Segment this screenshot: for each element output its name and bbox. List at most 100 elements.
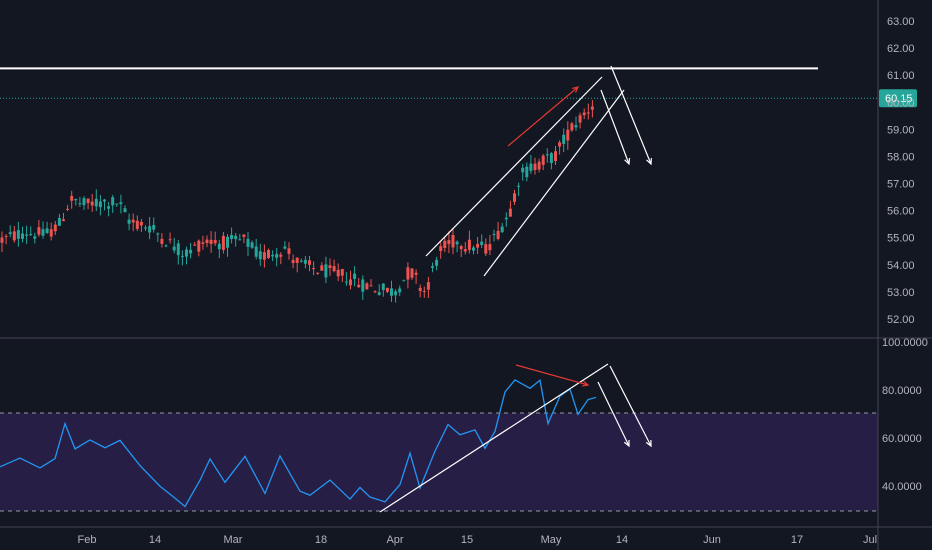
candle-body — [82, 198, 86, 206]
time-axis-tick-label: Jul — [863, 534, 877, 546]
candle-body — [283, 246, 287, 249]
time-axis-tick-label: 18 — [315, 534, 327, 546]
candle-body — [303, 259, 307, 264]
candle-body — [422, 291, 426, 293]
candle-body — [349, 279, 352, 286]
candle-body — [254, 246, 258, 257]
candle-body — [324, 264, 328, 278]
time-axis-tick-label: Apr — [386, 534, 403, 546]
candle-body — [476, 243, 480, 248]
candle-body — [521, 167, 525, 173]
candle-body — [279, 254, 283, 257]
candle-body — [570, 123, 574, 131]
candle-body — [418, 287, 422, 292]
candle-body — [193, 244, 197, 246]
price-axis-tick-label: 59.00 — [887, 124, 915, 136]
price-axis-tick-label: 55.00 — [887, 233, 915, 245]
candle-body — [0, 237, 4, 243]
candle-body — [16, 230, 20, 239]
candle-body — [353, 273, 357, 279]
candle-body — [127, 219, 131, 224]
price-projection-arrow-2 — [600, 89, 630, 165]
candle-body — [578, 115, 582, 123]
rsi-projection-arrowhead-2 — [623, 439, 630, 448]
candle-body — [513, 193, 516, 202]
candle-body — [406, 267, 410, 280]
candle-body — [373, 291, 377, 293]
candle-body — [316, 272, 320, 274]
rsi-axis: 40.0000 60.0000 80.0000 100.0000 — [882, 337, 928, 493]
candle-body — [152, 225, 156, 230]
candle-body — [98, 201, 102, 208]
candle-body — [525, 166, 529, 178]
candle-body — [287, 248, 291, 254]
candle-body — [574, 125, 578, 128]
time-axis-tick-label: May — [541, 534, 562, 546]
candle-body — [377, 292, 381, 295]
time-axis-tick-label: Mar — [224, 534, 243, 546]
candle-body — [234, 235, 238, 240]
candle-body — [361, 279, 365, 292]
candle-body — [86, 198, 90, 204]
candle-body — [164, 245, 168, 247]
candle-body — [484, 244, 488, 254]
candle-body — [394, 291, 398, 296]
candle-body — [4, 235, 8, 237]
candle-body — [12, 231, 16, 241]
candle-body — [238, 239, 242, 241]
candle-body — [250, 242, 254, 248]
candle-body — [308, 260, 311, 265]
candle-body — [226, 236, 229, 248]
candle-body — [66, 208, 70, 210]
candle-body — [242, 234, 246, 237]
candle-body — [262, 252, 266, 260]
candle-body — [29, 234, 33, 236]
candle-body — [467, 239, 471, 250]
candle-body — [320, 265, 324, 271]
candle-body — [496, 230, 500, 239]
candle-body — [463, 249, 467, 252]
candle-body — [62, 219, 65, 222]
candle-body — [455, 241, 459, 245]
candle-body — [119, 202, 123, 204]
candle-body — [74, 198, 78, 201]
candle-body — [344, 281, 348, 283]
candle-body — [541, 155, 545, 165]
channel-upper-line — [425, 76, 603, 257]
price-axis-tick-label: 61.00 — [887, 70, 915, 82]
candle-body — [381, 283, 385, 291]
candle-body — [533, 163, 537, 170]
candle-body — [398, 288, 402, 293]
candle-body — [180, 255, 184, 257]
candle-body — [94, 198, 98, 207]
candle-body — [443, 240, 447, 249]
candle-body — [472, 247, 475, 251]
candle-body — [365, 283, 369, 290]
time-axis-tick-label: 17 — [791, 534, 803, 546]
candle-body — [586, 112, 590, 114]
price-axis-tick-label: 60.00 — [887, 97, 915, 109]
candle-body — [53, 224, 57, 232]
candle-body — [500, 226, 504, 233]
price-axis-tick-label: 54.00 — [887, 260, 915, 272]
candle-body — [107, 206, 111, 209]
candle-body — [230, 234, 234, 240]
candle-body — [558, 142, 562, 147]
candle-body — [529, 163, 533, 171]
rsi-band — [0, 413, 878, 511]
candle-body — [291, 260, 295, 264]
candle-body — [271, 254, 275, 257]
candle-body — [201, 242, 205, 244]
candle-body — [70, 195, 74, 201]
candle-body — [267, 249, 270, 259]
candle-body — [439, 246, 443, 252]
candle-body — [385, 287, 389, 292]
candle-body — [123, 208, 127, 213]
time-axis-tick-label: Jun — [703, 534, 721, 546]
candle-body — [197, 240, 201, 252]
rsi-axis-tick-label: 80.0000 — [882, 385, 922, 397]
price-axis-tick-label: 63.00 — [887, 16, 915, 28]
candle-body — [426, 282, 430, 290]
candle-body — [176, 243, 180, 256]
